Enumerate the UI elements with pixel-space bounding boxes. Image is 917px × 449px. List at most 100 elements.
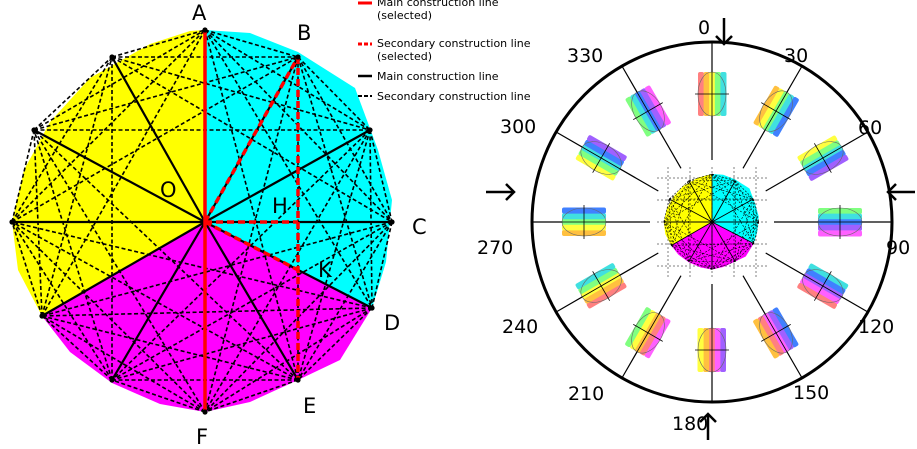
legend-main-selected-line2: (selected) bbox=[377, 9, 432, 22]
dial-petal bbox=[753, 85, 799, 137]
secondary-line bbox=[41, 29, 206, 317]
legend-secondary-selected-line1: Secondary construction line bbox=[377, 37, 531, 50]
dial-petal bbox=[575, 135, 627, 181]
vertex-point bbox=[109, 54, 115, 60]
vertex-point bbox=[109, 377, 115, 383]
secondary-line bbox=[111, 56, 371, 131]
angle-dial: 0 30 60 90 120 150 180 210 240 270 300 3… bbox=[477, 17, 915, 440]
dial-petal bbox=[695, 326, 729, 374]
dial-petal bbox=[816, 205, 864, 239]
point-label-k: K bbox=[318, 258, 333, 282]
secondary-line bbox=[297, 56, 371, 131]
main-line bbox=[204, 129, 371, 223]
secondary-line bbox=[11, 221, 299, 381]
secondary-line bbox=[11, 129, 35, 223]
vertex-point bbox=[202, 27, 208, 33]
secondary-line bbox=[371, 221, 393, 309]
secondary-line bbox=[33, 129, 299, 381]
secondary-line bbox=[204, 29, 299, 381]
vertex-point bbox=[369, 305, 375, 311]
secondary-line bbox=[297, 56, 393, 223]
vertex-point bbox=[31, 127, 37, 133]
point-label-e: E bbox=[303, 394, 316, 418]
angle-label-120: 120 bbox=[858, 316, 894, 338]
vertex-point bbox=[202, 409, 208, 415]
dial-petal bbox=[575, 263, 627, 309]
arrow-right-icon bbox=[886, 183, 915, 201]
angle-label-270: 270 bbox=[477, 237, 513, 259]
angle-label-180: 180 bbox=[672, 413, 708, 435]
vertex-point bbox=[9, 219, 15, 225]
arrow-left-icon bbox=[486, 183, 516, 201]
secondary-line bbox=[204, 29, 299, 58]
secondary-line bbox=[111, 307, 373, 381]
secondary-selected-line-ob bbox=[203, 56, 300, 223]
secondary-line bbox=[41, 315, 206, 413]
main-line bbox=[204, 221, 299, 381]
point-label-c: C bbox=[412, 215, 427, 239]
dial-petal bbox=[797, 135, 849, 181]
secondary-line bbox=[111, 221, 393, 381]
secondary-line bbox=[111, 379, 206, 413]
legend-secondary-selected-line2: (selected) bbox=[377, 50, 432, 63]
secondary-line bbox=[41, 307, 373, 317]
angle-label-0: 0 bbox=[698, 17, 710, 39]
angle-label-210: 210 bbox=[568, 383, 604, 405]
dial-petal bbox=[625, 85, 671, 137]
secondary-line bbox=[11, 221, 373, 309]
vertex-point bbox=[295, 377, 301, 383]
angle-label-150: 150 bbox=[793, 382, 829, 404]
secondary-line bbox=[111, 129, 371, 381]
dial-petal bbox=[797, 263, 849, 309]
main-line bbox=[33, 129, 206, 223]
vertex-point bbox=[39, 313, 45, 319]
main-line bbox=[111, 221, 206, 381]
legend-secondary: Secondary construction line bbox=[377, 90, 531, 103]
secondary-line bbox=[11, 221, 113, 381]
legend-main: Main construction line bbox=[377, 70, 499, 83]
point-label-o: O bbox=[160, 178, 177, 202]
secondary-line bbox=[369, 129, 393, 223]
secondary-line bbox=[33, 29, 206, 131]
vertex-point bbox=[295, 54, 301, 60]
secondary-line bbox=[41, 56, 113, 317]
secondary-line bbox=[41, 221, 393, 317]
arrow-bottom-icon bbox=[699, 412, 717, 440]
secondary-line bbox=[297, 56, 373, 309]
secondary-line bbox=[33, 56, 299, 131]
left-construction-diagram: A B C D E F O H K bbox=[9, 1, 427, 449]
angle-label-60: 60 bbox=[858, 117, 882, 139]
angle-label-30: 30 bbox=[784, 45, 808, 67]
secondary-line bbox=[33, 56, 113, 131]
secondary-line bbox=[111, 29, 206, 58]
main-line bbox=[111, 56, 206, 223]
angle-label-90: 90 bbox=[886, 237, 910, 259]
main-line bbox=[41, 221, 206, 317]
secondary-selected-line-ok bbox=[204, 220, 299, 272]
secondary-line bbox=[204, 29, 393, 223]
point-label-h: H bbox=[272, 194, 288, 218]
point-label-d: D bbox=[384, 311, 400, 335]
secondary-line bbox=[204, 129, 371, 413]
yellow-region bbox=[12, 30, 205, 316]
dial-petal bbox=[560, 205, 608, 239]
vertex-point bbox=[367, 127, 373, 133]
legend-main-selected-line1: Main construction line bbox=[377, 0, 499, 9]
dial-petal bbox=[695, 70, 729, 118]
secondary-line bbox=[204, 379, 299, 413]
vertex-point bbox=[389, 219, 395, 225]
point-label-a: A bbox=[192, 1, 207, 25]
legend: Main construction line (selected) Second… bbox=[358, 0, 531, 103]
secondary-line bbox=[369, 129, 373, 309]
arrow-top-icon bbox=[715, 18, 733, 46]
secondary-line bbox=[11, 221, 43, 317]
angle-label-330: 330 bbox=[567, 45, 603, 67]
angle-label-240: 240 bbox=[502, 316, 538, 338]
angle-label-300: 300 bbox=[500, 116, 536, 138]
secondary-line bbox=[41, 315, 113, 381]
secondary-line bbox=[204, 307, 373, 413]
point-label-b: B bbox=[297, 21, 311, 45]
secondary-line bbox=[204, 29, 373, 309]
secondary-line bbox=[204, 56, 299, 413]
